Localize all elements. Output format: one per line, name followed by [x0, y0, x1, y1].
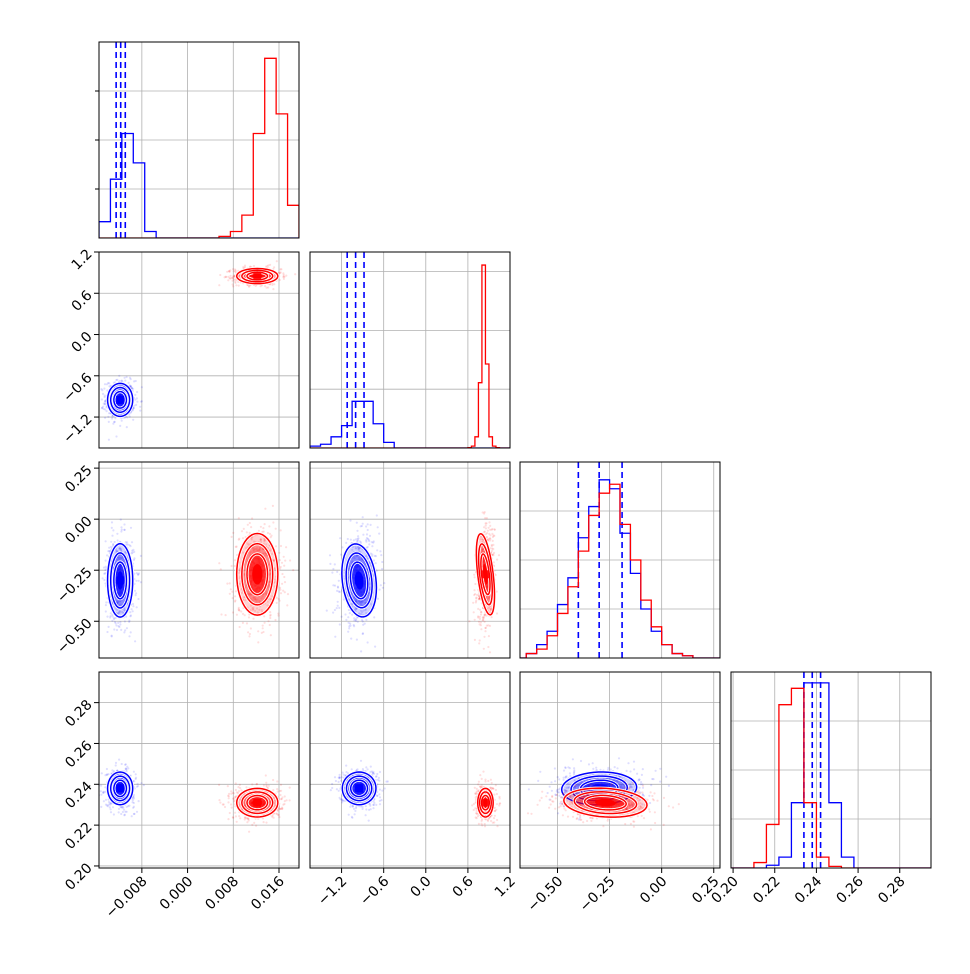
y-tick-label: −0.25 — [54, 565, 96, 607]
y-tick-label: 0.6 — [69, 288, 96, 315]
panel-3-3 — [731, 672, 931, 868]
x-tick-label: 0.0 — [408, 874, 435, 901]
histogram-series-1 — [520, 484, 720, 658]
histogram-series-1 — [99, 58, 299, 238]
x-tick-label: 0.00 — [637, 874, 670, 907]
density-peak — [355, 784, 363, 792]
histogram-series-0 — [310, 401, 510, 448]
panel-frame — [310, 672, 510, 868]
panel-frame — [520, 672, 720, 868]
density-peak — [116, 576, 124, 584]
panel-1-0 — [90, 252, 299, 448]
x-tick-label: −0.25 — [577, 874, 619, 916]
y-tick-label: 0.24 — [62, 779, 95, 812]
x-tick-label: 0.28 — [875, 874, 908, 907]
y-tick-label: 0.20 — [62, 860, 95, 893]
x-tick-label: −0.6 — [357, 873, 392, 908]
density-peak — [481, 570, 489, 578]
y-tick-label: 0.25 — [62, 462, 95, 495]
x-tick-label: −0.50 — [525, 874, 567, 916]
x-tick-label: 0.008 — [202, 874, 242, 914]
panel-3-0 — [97, 672, 299, 868]
y-tick-label: 0.26 — [62, 738, 95, 771]
panel-frame — [99, 672, 299, 868]
panel-2-0 — [97, 462, 301, 658]
panel-3-1 — [310, 672, 510, 868]
histogram-series-1 — [310, 265, 510, 448]
panel-1-1 — [310, 252, 510, 448]
y-tick-label: −0.50 — [54, 616, 96, 658]
panel-2-1 — [310, 462, 510, 658]
x-tick-label: 0.26 — [834, 873, 867, 906]
x-tick-label: 0.6 — [450, 873, 477, 900]
panel-0-0 — [95, 42, 299, 238]
x-tick-label: 0.016 — [248, 873, 288, 913]
density-peak — [253, 272, 261, 280]
y-tick-label: 0.22 — [62, 819, 95, 852]
y-tick-label: 0.28 — [62, 697, 95, 730]
density-peak — [601, 799, 609, 807]
histogram-series-0 — [99, 133, 299, 238]
y-tick-label: −0.6 — [60, 370, 95, 405]
panel-3-2 — [520, 672, 720, 868]
y-tick-label: −1.2 — [60, 411, 95, 446]
histogram-series-1 — [731, 688, 931, 868]
y-tick-label: 0.0 — [69, 329, 96, 356]
density-peak — [253, 570, 261, 578]
density-peak — [253, 799, 261, 807]
panel-frame — [310, 252, 510, 448]
y-tick-label: 1.2 — [69, 246, 96, 273]
panel-2-2 — [520, 462, 720, 658]
x-tick-label: −1.2 — [315, 874, 350, 909]
x-tick-label: 1.2 — [492, 874, 519, 901]
x-tick-label: 0.000 — [157, 874, 197, 914]
x-tick-label: 0.22 — [750, 874, 783, 907]
density-peak — [355, 576, 363, 584]
density-peak — [481, 799, 489, 807]
density-peak — [116, 784, 124, 792]
x-tick-label: 0.24 — [792, 873, 825, 906]
density-peak — [116, 396, 124, 404]
y-tick-label: 0.00 — [62, 514, 95, 547]
histogram-series-0 — [731, 683, 931, 868]
x-tick-label: −0.008 — [103, 874, 151, 922]
